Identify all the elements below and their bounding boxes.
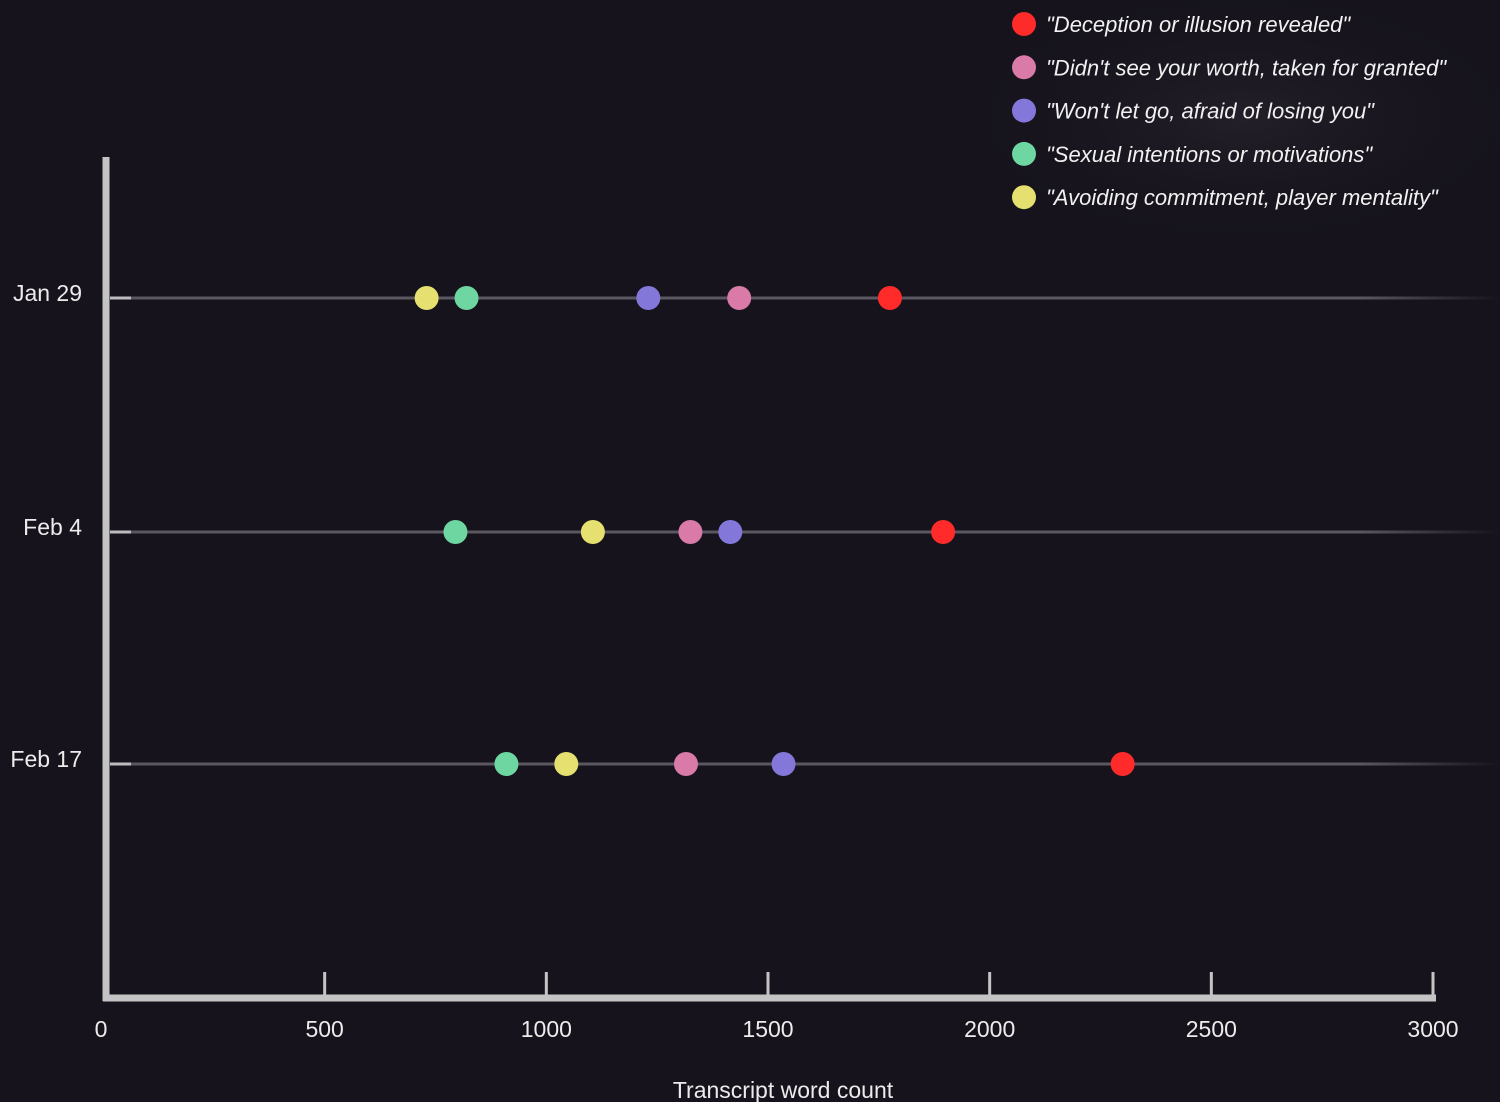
row-line (110, 530, 1500, 534)
row-line (110, 296, 1500, 300)
data-point (414, 286, 439, 310)
x-tick-label: 2500 (1186, 1016, 1237, 1042)
data-point (771, 752, 796, 776)
x-tick-label: 1500 (742, 1016, 793, 1042)
row-label: Feb 17 (10, 746, 82, 772)
data-point (443, 520, 468, 544)
data-point (727, 286, 752, 310)
data-point (931, 520, 956, 544)
row-lines (110, 296, 1500, 766)
legend-swatch (1012, 185, 1036, 210)
x-tick-label: 0 (95, 1016, 108, 1042)
x-tick-label: 500 (305, 1016, 343, 1042)
legend-swatch (1012, 55, 1036, 80)
legend-label: "Didn't see your worth, taken for grante… (1046, 55, 1447, 80)
data-point (580, 520, 605, 544)
data-point (673, 752, 698, 776)
data-point (1110, 752, 1135, 776)
row-label: Feb 4 (23, 514, 82, 540)
axes: Jan 29 Feb 4 Feb 17 0 500 1000 1500 2000 2500 300… (10, 157, 1459, 1042)
data-point (494, 752, 519, 776)
data-points (414, 286, 1135, 776)
legend-label: "Sexual intentions or motivations" (1046, 142, 1373, 167)
x-tick-label: 2000 (964, 1016, 1015, 1042)
data-point (718, 520, 743, 544)
data-point (636, 286, 661, 310)
data-point (678, 520, 703, 544)
x-tick-label: 1000 (521, 1016, 572, 1042)
data-point (877, 286, 902, 310)
data-point (454, 286, 479, 310)
legend-label: "Deception or illusion revealed" (1046, 12, 1351, 37)
x-axis-title: Transcript word count (673, 1077, 894, 1102)
row-line (110, 762, 1500, 766)
row-label: Jan 29 (13, 280, 82, 306)
legend: "Deception or illusion revealed" "Didn't … (1012, 12, 1447, 210)
legend-swatch (1012, 141, 1036, 166)
legend-label: "Won't let go, afraid of losing you" (1046, 99, 1375, 124)
legend-backdrop (985, 0, 1500, 235)
legend-swatch (1012, 98, 1036, 123)
legend-label: "Avoiding commitment, player mentality" (1046, 185, 1439, 210)
data-point (554, 752, 579, 776)
legend-swatch (1012, 12, 1036, 36)
x-tick-label: 3000 (1407, 1016, 1458, 1042)
